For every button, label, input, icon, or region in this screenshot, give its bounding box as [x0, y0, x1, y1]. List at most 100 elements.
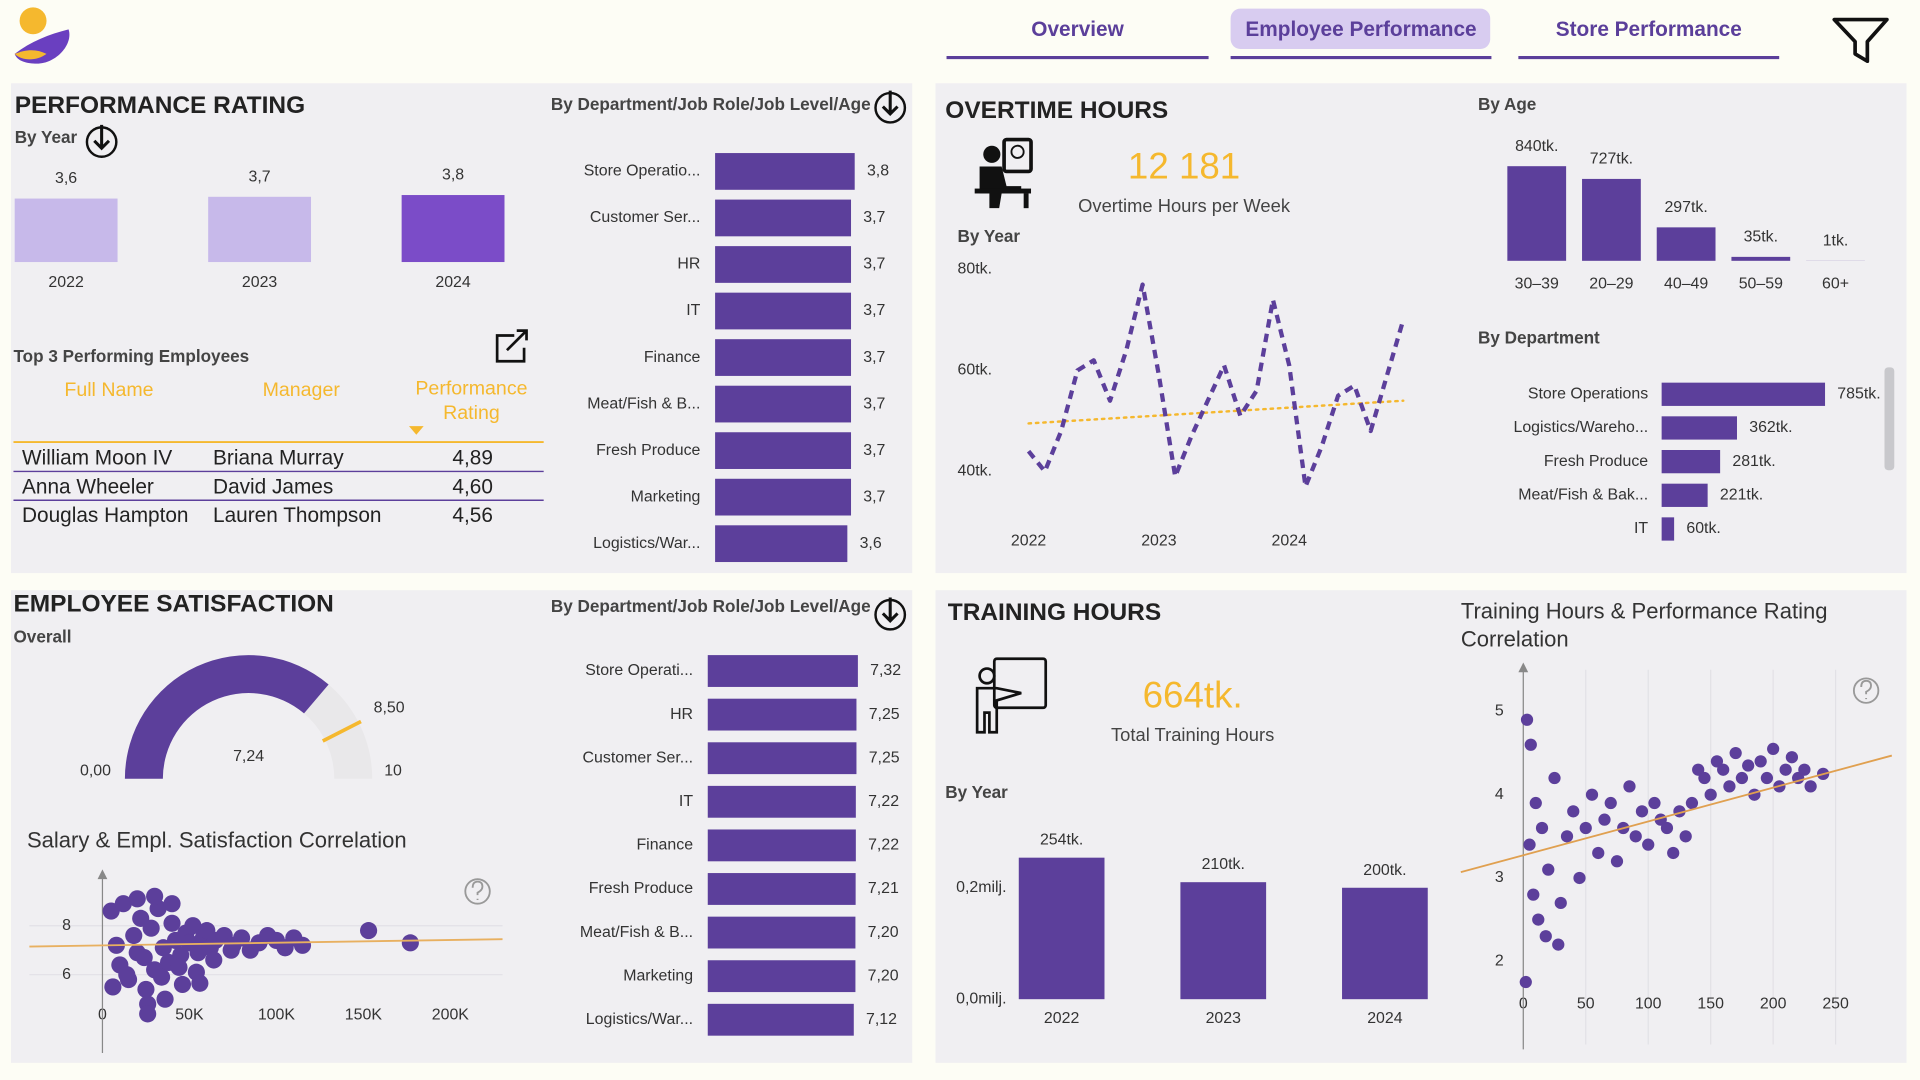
x-tick-label: 50K: [175, 1006, 204, 1023]
x-tick-label: 200: [1760, 995, 1787, 1012]
export-icon[interactable]: [495, 329, 528, 363]
panel-title: PERFORMANCE RATING: [15, 92, 305, 119]
y-tick-label: IT: [679, 793, 693, 810]
point: [1779, 763, 1792, 776]
point: [125, 926, 143, 945]
bar: [707, 655, 858, 687]
nav-tab[interactable]: Employee Performance: [1245, 18, 1476, 41]
data-label: 3,7: [863, 209, 885, 226]
help-icon[interactable]: [1852, 677, 1880, 704]
point: [1698, 771, 1711, 785]
icon-arrow: [881, 90, 899, 117]
data-label: 3,7: [863, 442, 885, 459]
data-label: 7,21: [868, 880, 899, 897]
point: [1573, 871, 1586, 885]
gauge-target: [321, 719, 362, 743]
chart-title: Salary & Empl. Satisfaction Correlation: [26, 827, 407, 853]
bar: [1661, 382, 1826, 406]
y-tick-label: Fresh Produce: [589, 880, 693, 897]
point: [1629, 830, 1642, 843]
filter-icon[interactable]: [1832, 17, 1889, 64]
point: [163, 914, 181, 932]
data-label: 3,8: [867, 163, 889, 180]
data-label: 7,20: [868, 967, 899, 984]
nav-tab[interactable]: Store Performance: [1556, 18, 1742, 41]
table-header: Manager: [263, 379, 341, 401]
drill-icon[interactable]: [874, 90, 907, 124]
kpi-label: Overtime Hours per Week: [1078, 195, 1291, 216]
point: [1692, 763, 1705, 776]
data-label: 3,8: [442, 167, 464, 184]
data-label: 840tk.: [1515, 138, 1558, 155]
x-tick-label: 100K: [258, 1006, 296, 1023]
point: [1527, 888, 1540, 901]
y-tick-label: Finance: [636, 837, 693, 854]
bar: [715, 153, 855, 190]
gauge-min: 0,00: [80, 763, 111, 780]
gauge-target-label: 8,50: [374, 699, 405, 716]
bar: [707, 916, 856, 949]
icon-box: [495, 334, 526, 363]
bar: [715, 385, 852, 423]
nav-tab[interactable]: Overview: [1031, 18, 1124, 41]
data-label: 3,6: [860, 535, 882, 552]
icon-clock: [1010, 144, 1025, 159]
point: [128, 890, 146, 908]
data-label: 3,7: [863, 349, 885, 366]
logo-swoosh: [14, 29, 70, 64]
scrollbar: [1884, 367, 1895, 471]
point: [1660, 821, 1674, 835]
data-label: 3,7: [863, 302, 885, 319]
point: [1704, 788, 1717, 801]
drill-icon[interactable]: [874, 597, 907, 631]
bar: [707, 698, 857, 731]
logo[interactable]: [14, 7, 70, 64]
y-tick-label: Store Operations: [1528, 385, 1648, 402]
y-tick-label: Meat/Fish & B...: [587, 395, 700, 412]
data-label: 7,22: [868, 837, 899, 854]
x-tick-label: 50: [1577, 995, 1595, 1012]
point: [1524, 738, 1537, 751]
data-label: 3,7: [863, 395, 885, 412]
y-tick-label: Fresh Produce: [596, 442, 700, 459]
point: [114, 895, 132, 913]
point: [1742, 759, 1755, 772]
point: [1567, 805, 1580, 818]
point: [1548, 771, 1561, 785]
chart-title: By Department/Job Role/Job Level/Age: [551, 94, 871, 114]
bar: [1018, 857, 1105, 1000]
point: [1579, 821, 1592, 835]
help-icon[interactable]: [464, 878, 491, 905]
point: [1529, 796, 1542, 810]
icon-arrow: [881, 597, 899, 623]
point: [1685, 796, 1699, 810]
y-tick-label: Marketing: [631, 488, 701, 505]
table-cell: David James: [213, 475, 333, 498]
point: [1729, 746, 1742, 760]
y-tick-label: Store Operati...: [585, 662, 693, 679]
y-tick-label: Store Operatio...: [584, 163, 701, 180]
x-tick-label: 2024: [435, 274, 471, 291]
point: [191, 974, 209, 992]
data-label: 297tk.: [1664, 199, 1707, 216]
y-tick-label: 8: [62, 917, 71, 934]
x-tick-label: 2023: [1206, 1010, 1242, 1027]
point: [1560, 830, 1574, 843]
icon-mark: [471, 880, 484, 900]
bar: [715, 339, 852, 376]
y-tick-label: 3: [1495, 869, 1504, 886]
logo-dot: [19, 7, 47, 35]
drill-icon[interactable]: [85, 124, 118, 158]
chart-title: By Year: [958, 226, 1021, 246]
data-label: 254tk.: [1040, 832, 1083, 849]
logo-accent: [14, 50, 47, 60]
gauge-fill: [124, 655, 329, 779]
point: [156, 990, 174, 1008]
bar: [707, 873, 856, 905]
y-tick-label: 40tk.: [958, 463, 992, 480]
data-label: 362tk.: [1749, 419, 1792, 436]
table-cell: 4,60: [452, 475, 492, 498]
icon-ring: [1852, 677, 1880, 704]
